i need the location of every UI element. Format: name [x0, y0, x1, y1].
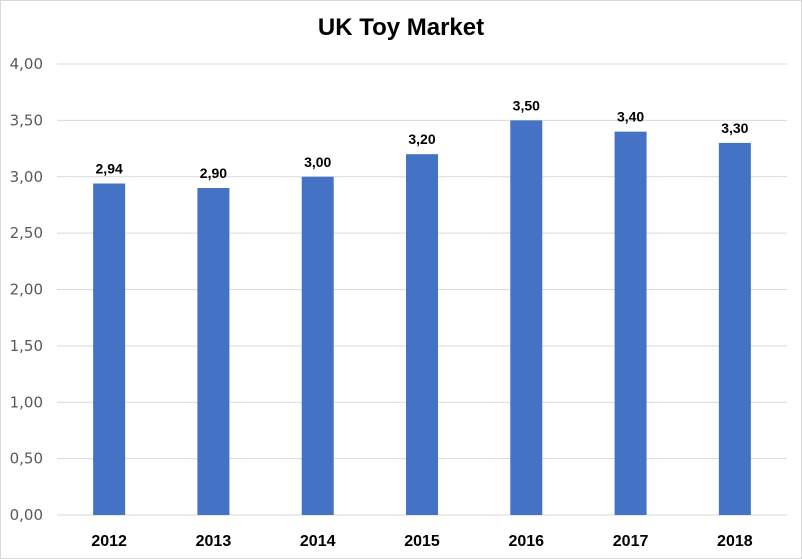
data-label-2012: 2,94 [96, 161, 123, 177]
data-label-2013: 2,90 [200, 165, 227, 181]
bar-2016 [510, 120, 543, 515]
data-label-2016: 3,50 [513, 97, 540, 113]
bars [93, 120, 751, 516]
data-label-2014: 3,00 [304, 154, 331, 170]
bar-2015 [406, 154, 438, 515]
y-tick-label: 4,00 [10, 55, 43, 73]
y-axis-ticks: 0,00 0,50 1,00 1,50 2,00 2,50 3,00 3,50 4,00 [10, 55, 43, 524]
data-label-2017: 3,40 [617, 109, 644, 125]
data-label-2018: 3,30 [721, 120, 748, 136]
x-axis-categories: 2012 2013 2014 2015 2016 2017 2018 [91, 533, 752, 550]
y-tick-label: 3,50 [10, 111, 43, 129]
bar-2018 [718, 142, 751, 516]
bar-2012 [93, 183, 126, 515]
data-label-2015: 3,20 [408, 131, 435, 147]
x-category-label: 2013 [196, 533, 232, 550]
x-category-label: 2016 [508, 533, 544, 550]
bar-2014 [301, 176, 334, 515]
bar-2017 [614, 131, 647, 515]
x-category-label: 2017 [613, 533, 649, 550]
x-category-label: 2015 [404, 533, 440, 550]
y-tick-label: 1,50 [10, 337, 43, 355]
y-tick-label: 2,50 [10, 224, 43, 242]
y-tick-label: 3,00 [10, 168, 43, 186]
y-tick-label: 0,00 [10, 506, 43, 524]
data-labels: 2,94 2,90 3,00 3,20 3,50 3,40 3,30 [96, 97, 749, 181]
y-tick-label: 1,00 [10, 393, 43, 411]
chart-title: UK Toy Market [317, 14, 485, 41]
y-tick-label: 0,50 [10, 450, 43, 468]
x-category-label: 2014 [300, 533, 336, 550]
y-tick-label: 2,00 [10, 281, 43, 299]
x-category-label: 2012 [91, 533, 127, 550]
bar-2013 [197, 188, 230, 515]
x-category-label: 2018 [717, 533, 753, 550]
